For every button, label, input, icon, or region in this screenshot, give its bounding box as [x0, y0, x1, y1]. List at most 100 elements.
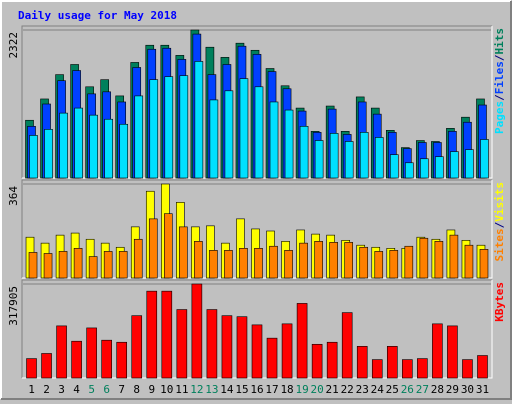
bar — [149, 79, 159, 179]
bar — [164, 76, 174, 179]
x-tick-label: 11 — [175, 383, 188, 396]
bar — [103, 251, 113, 279]
x-tick-label: 31 — [476, 383, 489, 396]
y-tick-label: 364 — [7, 186, 20, 206]
bar — [29, 135, 38, 179]
bar — [417, 358, 428, 379]
bar — [191, 283, 203, 379]
bar — [236, 316, 248, 379]
bar — [464, 244, 474, 279]
x-tick-label: 8 — [133, 383, 140, 396]
bar — [119, 123, 129, 179]
bar — [479, 249, 489, 279]
bar — [254, 86, 264, 179]
bar — [434, 241, 444, 279]
bar — [269, 245, 278, 279]
x-tick-label: 17 — [265, 383, 278, 396]
bar — [462, 359, 473, 379]
y-tick-label: 317905 — [7, 286, 20, 326]
legend-entry: KBytes — [493, 282, 506, 322]
bar — [374, 251, 384, 279]
bar — [359, 132, 369, 179]
bar — [58, 251, 68, 279]
x-tick-label: 21 — [326, 383, 339, 396]
bar — [134, 95, 144, 179]
bar — [59, 112, 68, 179]
bar — [194, 61, 204, 179]
bar — [209, 250, 218, 279]
bar — [26, 358, 37, 379]
bar — [404, 245, 414, 279]
bar — [148, 218, 158, 279]
bar — [118, 251, 128, 279]
bar — [239, 78, 249, 179]
legend-entry: Hits — [493, 28, 506, 55]
x-tick-label: 2 — [43, 383, 50, 396]
bar — [221, 315, 233, 379]
bar — [359, 246, 369, 279]
bar — [224, 90, 234, 179]
bar — [326, 341, 338, 379]
bar — [146, 290, 158, 379]
bar — [284, 109, 294, 179]
bar — [374, 137, 384, 179]
x-tick-label: 6 — [103, 383, 110, 396]
legend-entry: Files — [493, 61, 506, 94]
bar — [104, 118, 113, 179]
x-tick-label: 23 — [356, 383, 369, 396]
bar — [344, 242, 353, 279]
bar — [254, 248, 263, 279]
x-tick-label: 4 — [73, 383, 80, 396]
bar — [281, 323, 293, 379]
x-tick-label: 12 — [190, 383, 203, 396]
bar — [450, 151, 459, 179]
x-tick-label: 28 — [431, 383, 444, 396]
bar — [206, 309, 218, 379]
bar — [341, 312, 353, 379]
legend: Sites/Visits — [493, 182, 506, 262]
legend-separator: / — [493, 94, 506, 101]
bar — [314, 140, 324, 179]
legend-entry: Pages — [493, 101, 506, 134]
bar — [71, 340, 82, 379]
bar — [269, 101, 279, 179]
x-tick-label: 16 — [250, 383, 263, 396]
bar — [386, 346, 398, 379]
bar — [133, 238, 143, 279]
bar — [131, 315, 143, 379]
bar — [329, 242, 338, 279]
bar — [239, 248, 248, 279]
legend-entry: Sites — [493, 228, 506, 261]
bar — [101, 339, 112, 379]
bar — [88, 256, 98, 279]
bar — [44, 129, 53, 179]
legend: KBytes — [493, 282, 506, 322]
bar — [43, 253, 53, 279]
x-tick-label: 3 — [58, 383, 65, 396]
legend: Pages/Files/Hits — [493, 28, 506, 134]
legend-separator: / — [493, 54, 506, 61]
x-tick-label: 15 — [235, 383, 248, 396]
bar — [164, 213, 173, 279]
bar — [389, 154, 399, 179]
bar — [224, 250, 233, 279]
bar — [420, 158, 429, 179]
panel-frame-dark — [21, 179, 492, 278]
bar — [251, 324, 263, 379]
x-tick-label: 5 — [88, 383, 95, 396]
x-tick-label: 26 — [401, 383, 414, 396]
bar — [419, 237, 429, 279]
bar — [465, 149, 474, 179]
x-tick-label: 9 — [148, 383, 155, 396]
x-tick-label: 24 — [371, 383, 385, 396]
bar — [389, 250, 399, 279]
x-tick-label: 14 — [220, 383, 234, 396]
bar — [435, 156, 444, 179]
y-tick-label: 2322 — [7, 32, 20, 59]
bar — [299, 242, 308, 279]
bar — [405, 162, 414, 179]
bar — [284, 250, 293, 279]
